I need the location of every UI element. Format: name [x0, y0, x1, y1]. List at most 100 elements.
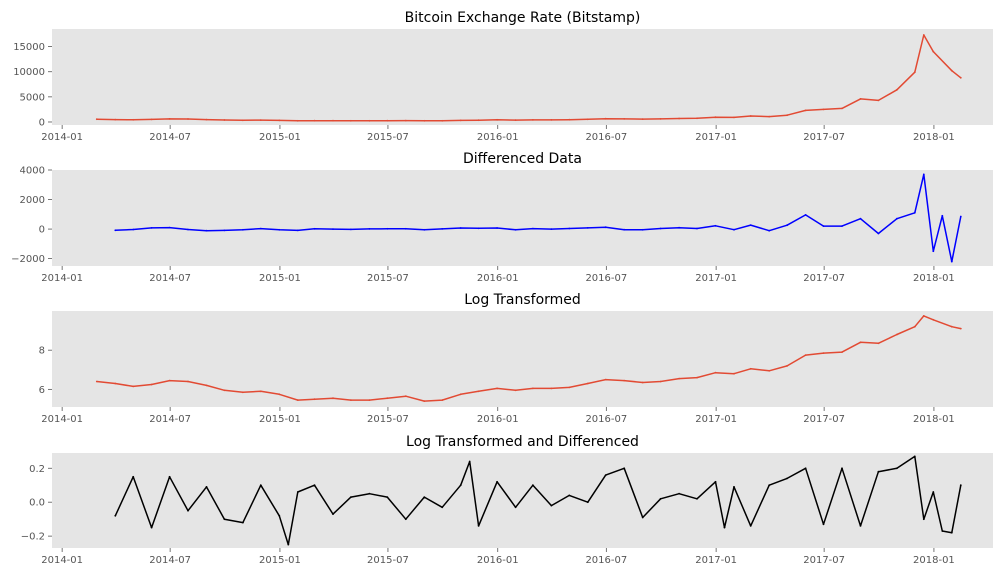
data-point [696, 497, 698, 500]
data-point [187, 380, 189, 383]
series-line [96, 34, 962, 122]
chart-title: Log Transformed [464, 292, 581, 308]
data-point [922, 315, 925, 317]
chart-title: Differenced Data [463, 151, 582, 167]
data-point [514, 506, 517, 509]
data-point [459, 393, 462, 396]
data-point [114, 118, 117, 121]
data-point [714, 224, 717, 227]
data-point [423, 496, 426, 498]
data-point [804, 467, 807, 470]
data-point [332, 397, 334, 400]
data-point [514, 228, 517, 231]
data-point [604, 226, 607, 229]
data-point [768, 484, 771, 487]
data-point [877, 342, 880, 345]
data-point [659, 227, 662, 230]
data-point [423, 228, 426, 231]
y-tick-label: 15000 [13, 42, 45, 53]
data-point [586, 227, 589, 229]
x-tick-label: 2017-01 [695, 414, 737, 425]
x-tick-label: 2014-01 [41, 273, 83, 284]
x-tick-label: 2014-01 [41, 132, 83, 143]
data-point [604, 117, 607, 120]
data-point [296, 229, 299, 232]
data-point [768, 369, 771, 372]
x-tick-label: 2016-07 [585, 273, 627, 284]
data-point [841, 467, 843, 470]
data-point [332, 228, 334, 231]
data-point [786, 477, 788, 480]
data-point [749, 115, 752, 117]
plot-area [52, 311, 993, 407]
data-point [678, 492, 680, 495]
data-point [278, 119, 281, 122]
data-point [941, 530, 944, 532]
data-point [913, 211, 916, 214]
x-tick-label: 2016-07 [585, 555, 627, 566]
x-tick-label: 2014-07 [149, 273, 191, 284]
data-point [841, 351, 843, 353]
data-point [678, 377, 680, 380]
data-point [696, 227, 698, 230]
data-point [477, 390, 480, 393]
data-point [187, 228, 189, 231]
x-tick-label: 2015-01 [259, 555, 301, 566]
data-point [313, 484, 316, 487]
data-point [95, 118, 98, 121]
data-point [822, 225, 825, 228]
data-point [350, 399, 352, 401]
data-point [786, 224, 788, 227]
data-point [586, 382, 589, 385]
data-point [568, 494, 571, 497]
data-point [441, 119, 444, 122]
y-tick-label: 5000 [20, 92, 45, 103]
data-point [296, 399, 299, 401]
panel-log-transformed-differenced: Log Transformed and Differenced −0.2 0.0 0… [21, 434, 993, 566]
data-point [368, 399, 371, 401]
data-point [659, 118, 662, 120]
data-point [749, 525, 752, 527]
data-point [896, 217, 898, 220]
data-point [623, 379, 626, 382]
data-point [132, 118, 135, 121]
data-point [568, 386, 571, 389]
data-point [822, 108, 825, 111]
data-point [404, 227, 407, 230]
data-point [623, 118, 626, 120]
data-point [804, 109, 807, 112]
data-point [859, 341, 862, 344]
data-point [733, 116, 735, 119]
data-point [477, 525, 480, 527]
data-point [623, 228, 626, 231]
data-point [896, 333, 898, 336]
data-point [714, 371, 717, 374]
data-point [132, 475, 135, 478]
data-point [714, 480, 717, 483]
data-point [132, 385, 135, 388]
data-point [913, 325, 916, 328]
data-point [514, 389, 517, 392]
data-point [350, 119, 352, 122]
series-line [115, 173, 962, 263]
x-tick-label: 2017-07 [803, 414, 845, 425]
data-point [932, 250, 935, 253]
data-point [922, 173, 925, 176]
data-point [877, 232, 880, 235]
data-point [641, 118, 644, 120]
data-point [368, 119, 371, 122]
data-point [733, 228, 735, 231]
y-tick-label: 0 [39, 225, 45, 236]
data-point [568, 118, 571, 121]
data-point [932, 50, 935, 53]
x-tick-label: 2014-07 [149, 132, 191, 143]
y-tick-label: 0.0 [29, 498, 45, 509]
data-point [242, 228, 244, 231]
plot-area [52, 29, 993, 125]
data-point [804, 214, 807, 216]
data-point [532, 387, 534, 390]
data-point [350, 496, 352, 498]
data-point [749, 367, 752, 370]
data-point [459, 227, 462, 229]
series-line [96, 315, 961, 402]
